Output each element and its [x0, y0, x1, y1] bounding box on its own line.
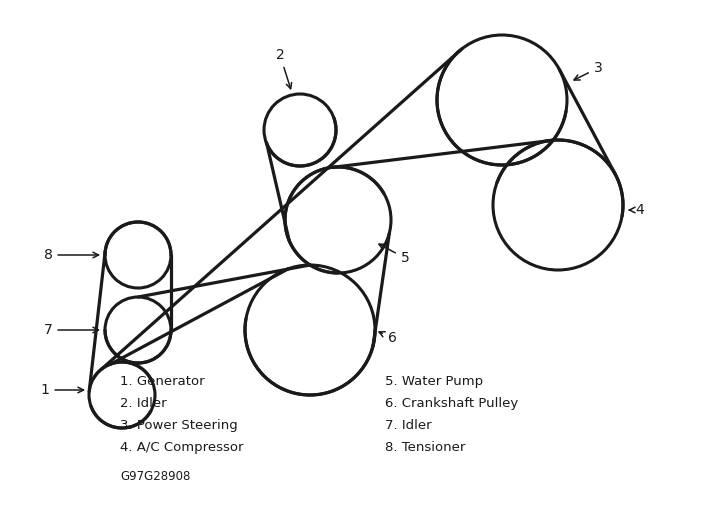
Text: 7. Idler: 7. Idler	[385, 419, 432, 432]
Text: 5: 5	[379, 244, 410, 265]
Text: 2. Idler: 2. Idler	[120, 397, 166, 410]
Text: 6: 6	[379, 331, 397, 345]
Text: 8. Tensioner: 8. Tensioner	[385, 441, 466, 454]
Text: 3. Power Steering: 3. Power Steering	[120, 419, 237, 432]
Text: 1: 1	[41, 383, 83, 397]
Text: G97G28908: G97G28908	[120, 470, 191, 483]
Text: 4. A/C Compressor: 4. A/C Compressor	[120, 441, 243, 454]
Text: 4: 4	[629, 203, 644, 217]
Text: 7: 7	[43, 323, 99, 337]
Text: 2: 2	[276, 48, 292, 89]
Text: 5. Water Pump: 5. Water Pump	[385, 375, 483, 388]
Text: 6. Crankshaft Pulley: 6. Crankshaft Pulley	[385, 397, 518, 410]
Text: 1. Generator: 1. Generator	[120, 375, 205, 388]
Text: 3: 3	[574, 61, 602, 80]
Text: 8: 8	[43, 248, 99, 262]
